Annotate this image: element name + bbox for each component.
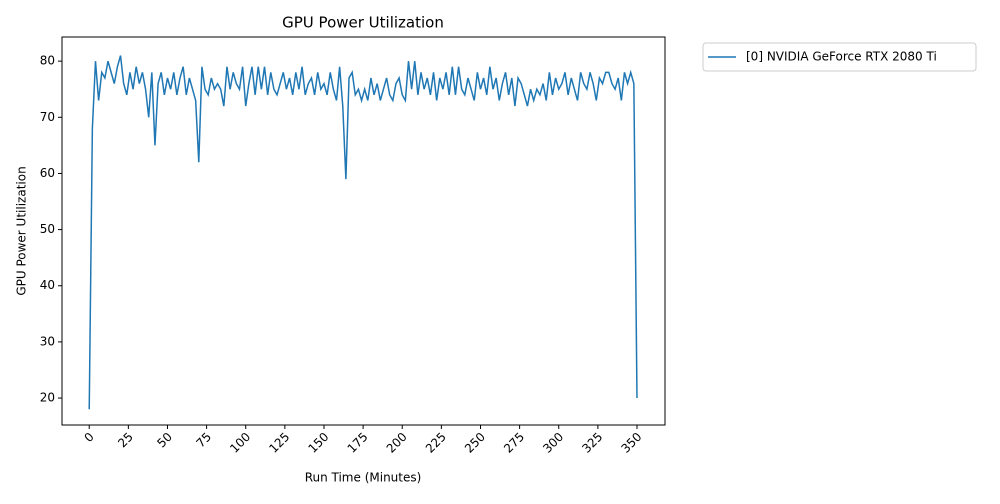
x-tick-label: 250	[462, 430, 488, 456]
x-axis-label: Run Time (Minutes)	[305, 471, 422, 485]
line-series	[88, 55, 638, 410]
x-tick-label: 200	[384, 430, 410, 456]
x-tick-label: 225	[423, 430, 449, 456]
x-tick-label: 25	[115, 430, 136, 451]
x-tick-label: 150	[305, 430, 331, 456]
x-tick-label: 325	[579, 430, 605, 456]
x-tick-label: 300	[540, 430, 566, 456]
x-tick-label: 0	[82, 430, 97, 445]
y-tick-label: 40	[40, 278, 55, 292]
y-tick-label: 50	[40, 222, 55, 236]
chart-title: GPU Power Utilization	[282, 14, 444, 32]
x-tick-label: 125	[266, 430, 292, 456]
x-tick-label: 50	[154, 430, 175, 451]
y-axis-label: GPU Power Utilization	[15, 166, 29, 295]
x-tick-label: 350	[618, 430, 644, 456]
legend-label: [0] NVIDIA GeForce RTX 2080 Ti	[746, 50, 937, 64]
x-tick-label: 75	[193, 430, 214, 451]
legend-box	[702, 42, 977, 72]
x-tick-label: 175	[345, 430, 371, 456]
y-tick-label: 20	[40, 391, 55, 405]
x-tick-label: 275	[501, 430, 527, 456]
y-tick-label: 60	[40, 166, 55, 180]
x-tick-label: 100	[227, 430, 253, 456]
y-tick-label: 80	[40, 54, 55, 68]
y-tick-label: 70	[40, 110, 55, 124]
y-tick-label: 30	[40, 334, 55, 348]
